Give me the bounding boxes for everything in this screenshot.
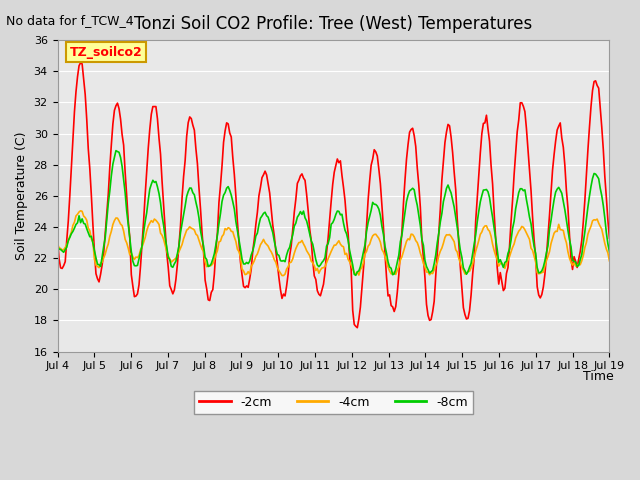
X-axis label: Time: Time <box>583 370 614 383</box>
-4cm <box>248 264 255 269</box>
-8cm <box>578 252 586 257</box>
-2cm <box>605 235 613 241</box>
Title: Tonzi Soil CO2 Profile: Tree (West) Temperatures: Tonzi Soil CO2 Profile: Tree (West) Temp… <box>134 15 532 33</box>
-8cm <box>112 148 120 154</box>
-4cm <box>123 240 131 246</box>
-4cm <box>578 258 586 264</box>
-2cm <box>578 238 586 243</box>
-8cm <box>123 208 131 214</box>
-4cm <box>77 208 84 214</box>
-8cm <box>54 243 61 249</box>
Line: -2cm: -2cm <box>58 63 609 328</box>
-2cm <box>248 266 255 272</box>
Y-axis label: Soil Temperature (C): Soil Temperature (C) <box>15 132 28 260</box>
-4cm <box>220 231 227 237</box>
-8cm <box>220 192 227 198</box>
-8cm <box>605 249 613 254</box>
-2cm <box>296 173 304 179</box>
-4cm <box>238 266 246 272</box>
-8cm <box>248 252 255 258</box>
-2cm <box>353 325 361 331</box>
-4cm <box>54 241 61 247</box>
-8cm <box>296 209 304 215</box>
Legend: -2cm, -4cm, -8cm: -2cm, -4cm, -8cm <box>195 391 473 414</box>
-2cm <box>220 140 227 145</box>
-4cm <box>605 258 613 264</box>
-8cm <box>352 273 360 278</box>
Text: No data for f_TCW_4: No data for f_TCW_4 <box>6 14 134 27</box>
-2cm <box>238 272 246 277</box>
-2cm <box>123 193 131 199</box>
-4cm <box>298 238 306 243</box>
Line: -4cm: -4cm <box>58 211 609 276</box>
-8cm <box>238 256 246 262</box>
Text: TZ_soilco2: TZ_soilco2 <box>70 46 143 59</box>
-4cm <box>280 273 287 278</box>
-2cm <box>54 236 61 241</box>
-2cm <box>77 60 84 66</box>
Line: -8cm: -8cm <box>58 151 609 276</box>
